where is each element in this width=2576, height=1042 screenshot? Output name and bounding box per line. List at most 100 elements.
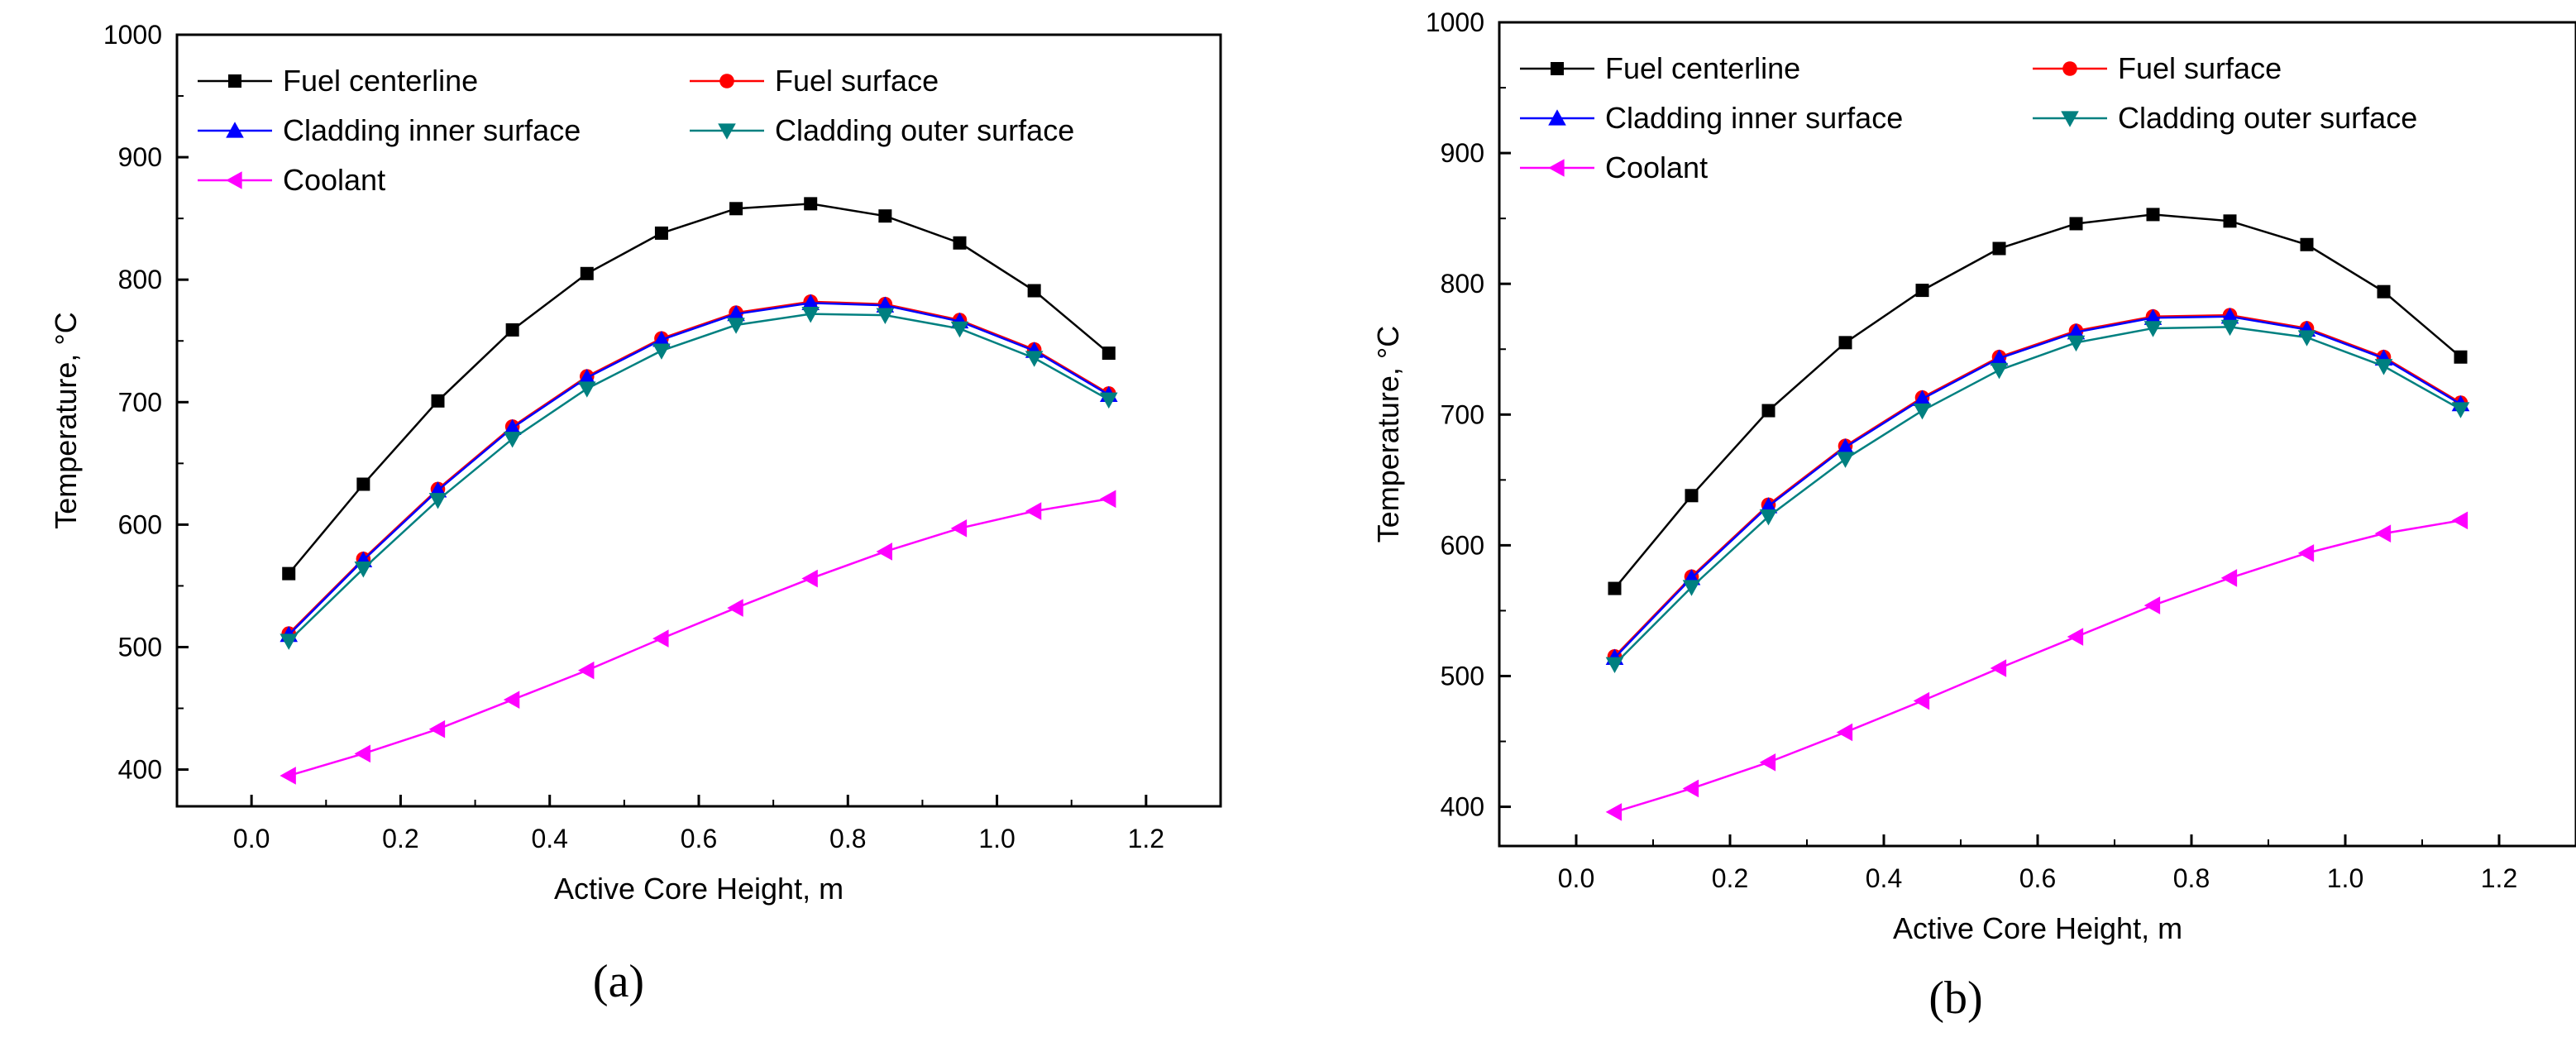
legend-item-coolant: Coolant xyxy=(1520,151,1708,184)
series-line-cladding-outer-surface xyxy=(1613,326,2462,666)
y-tick-label: 800 xyxy=(1441,269,1484,299)
data-point-fuel-centerline xyxy=(2146,208,2160,222)
data-point-cladding-outer-surface xyxy=(1099,392,1118,409)
data-point-cladding-inner-surface xyxy=(652,330,671,347)
data-point-fuel-centerline xyxy=(1915,284,1929,298)
legend-swatch-marker xyxy=(1548,109,1566,126)
data-point-fuel-centerline xyxy=(356,477,370,491)
legend-swatch-marker xyxy=(228,74,241,88)
legend-label: Cladding outer surface xyxy=(775,113,1074,147)
legend-label: Cladding inner surface xyxy=(283,113,581,147)
legend-item-cladding-outer-surface: Cladding outer surface xyxy=(690,113,1074,147)
legend-item-coolant: Coolant xyxy=(198,163,385,197)
data-point-cladding-outer-surface xyxy=(1836,452,1855,468)
chart-panel-b: 0.0 0.2 0.4 0.6 0.8 1.0 1.2 400 500 600 700 800 900 1… xyxy=(1371,7,2576,1024)
data-point-cladding-outer-surface xyxy=(503,432,522,448)
x-tick-label: 0.6 xyxy=(2019,863,2056,893)
data-point-cladding-inner-surface xyxy=(1836,438,1855,455)
y-tick-label: 400 xyxy=(118,755,162,785)
y-axis-label: Temperature, °C xyxy=(1371,326,1405,543)
data-point-cladding-outer-surface xyxy=(280,633,299,650)
data-point-cladding-outer-surface xyxy=(1682,580,1701,596)
data-point-cladding-inner-surface xyxy=(1990,349,2009,366)
legend-swatch-marker xyxy=(226,171,242,189)
data-point-cladding-outer-surface xyxy=(2067,335,2086,352)
data-point-fuel-centerline xyxy=(1761,404,1775,418)
data-point-fuel-centerline xyxy=(1027,284,1041,298)
x-tick-label: 0.8 xyxy=(2173,863,2210,893)
data-point-coolant xyxy=(2374,524,2392,543)
series-line-fuel-centerline xyxy=(288,203,1110,575)
data-point-coolant xyxy=(652,629,669,648)
y-tick-label: 500 xyxy=(1441,661,1484,691)
data-point-cladding-outer-surface xyxy=(428,493,447,509)
series-line-cladding-inner-surface xyxy=(288,302,1110,636)
series-cladding-outer-surface xyxy=(280,307,1118,650)
x-tick-label: 0.4 xyxy=(531,824,567,853)
panel-label: (b) xyxy=(1928,973,1982,1024)
x-tick-label: 0.6 xyxy=(681,824,717,853)
x-tick-label: 0.8 xyxy=(829,824,866,853)
legend-label: Fuel centerline xyxy=(1605,51,1800,85)
data-point-coolant xyxy=(2297,544,2315,562)
data-point-coolant xyxy=(280,767,296,785)
legend-swatch-marker xyxy=(1548,159,1565,177)
data-point-cladding-inner-surface xyxy=(577,368,596,385)
data-point-cladding-outer-surface xyxy=(1913,403,1932,420)
series-cladding-inner-surface xyxy=(280,294,1118,643)
legend-label: Cladding outer surface xyxy=(2118,101,2417,135)
data-point-fuel-centerline xyxy=(2223,214,2237,228)
data-point-fuel-centerline xyxy=(1608,581,1622,595)
legend-item-cladding-outer-surface: Cladding outer surface xyxy=(2033,101,2417,135)
data-point-fuel-centerline xyxy=(654,226,668,240)
series-coolant xyxy=(1605,511,2468,821)
x-axis-label: Active Core Height, m xyxy=(1893,911,2182,945)
plot-frame xyxy=(175,33,1222,808)
legend-swatch-marker xyxy=(2062,61,2077,76)
data-point-cladding-outer-surface xyxy=(727,318,745,334)
series-line-fuel-surface xyxy=(288,300,1110,635)
y-tick-label: 400 xyxy=(1441,792,1484,822)
data-point-coolant xyxy=(2220,569,2238,587)
legend-swatch-marker xyxy=(718,123,736,140)
data-point-cladding-outer-surface xyxy=(876,308,895,324)
legend-item-fuel-surface: Fuel surface xyxy=(2033,51,2282,85)
data-point-coolant xyxy=(2067,628,2084,646)
y-tick-label: 800 xyxy=(118,265,162,294)
legend-item-fuel-surface: Fuel surface xyxy=(690,64,939,98)
data-point-fuel-centerline xyxy=(729,202,743,216)
data-point-fuel-centerline xyxy=(431,394,445,408)
legend-label: Coolant xyxy=(1605,151,1708,184)
data-point-coolant xyxy=(1913,691,1930,710)
data-point-cladding-outer-surface xyxy=(801,307,820,323)
data-point-fuel-centerline xyxy=(878,209,892,223)
series-line-fuel-surface xyxy=(1613,313,2462,657)
data-point-cladding-inner-surface xyxy=(801,294,820,310)
data-point-fuel-centerline xyxy=(2300,237,2314,251)
legend-swatch-marker xyxy=(719,74,734,88)
data-point-fuel-centerline xyxy=(1102,347,1116,361)
data-point-coolant xyxy=(1759,753,1776,772)
data-point-coolant xyxy=(1836,723,1853,742)
data-point-coolant xyxy=(354,744,370,763)
y-tick-label: 900 xyxy=(1441,138,1484,168)
data-point-cladding-outer-surface xyxy=(950,321,969,338)
data-point-cladding-outer-surface xyxy=(2220,319,2239,337)
legend-item-cladding-inner-surface: Cladding inner surface xyxy=(198,113,581,147)
y-tick-label: 700 xyxy=(1441,399,1484,429)
y-tick-label: 1000 xyxy=(103,20,162,50)
data-point-fuel-centerline xyxy=(505,323,519,337)
data-point-cladding-outer-surface xyxy=(2374,359,2393,375)
series-fuel-surface xyxy=(281,294,1116,641)
data-point-fuel-centerline xyxy=(1685,489,1699,503)
legend-swatch-marker xyxy=(1551,62,1564,75)
x-tick-label: 0.0 xyxy=(1558,863,1594,893)
legend-label: Fuel centerline xyxy=(283,64,478,98)
x-tick-label: 1.0 xyxy=(2327,863,2363,893)
data-point-cladding-outer-surface xyxy=(2451,402,2470,418)
chart-panel-a: 0.0 0.2 0.4 0.6 0.8 1.0 1.2 400 500 600 700 800 900 1… xyxy=(49,20,1222,1007)
data-point-coolant xyxy=(1099,490,1116,509)
panel-label: (a) xyxy=(593,956,644,1007)
data-point-coolant xyxy=(1682,779,1699,798)
series-cladding-outer-surface xyxy=(1605,319,2470,674)
